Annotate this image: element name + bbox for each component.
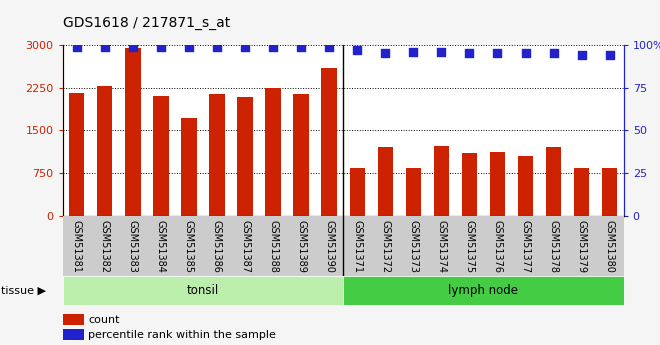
Point	[183, 44, 194, 49]
Text: GSM51389: GSM51389	[296, 220, 306, 273]
Text: GSM51376: GSM51376	[492, 220, 502, 274]
Point	[605, 52, 615, 58]
Bar	[321, 68, 337, 216]
Bar	[182, 118, 197, 216]
Point	[268, 44, 279, 49]
Text: count: count	[88, 315, 119, 325]
Bar	[125, 48, 141, 216]
Text: GSM51372: GSM51372	[380, 220, 390, 274]
Point	[127, 44, 138, 49]
Point	[520, 51, 531, 56]
Text: percentile rank within the sample: percentile rank within the sample	[88, 329, 276, 339]
Point	[71, 44, 82, 49]
Bar	[294, 95, 309, 216]
Text: GSM51371: GSM51371	[352, 220, 362, 274]
Bar	[546, 147, 561, 216]
Bar	[462, 153, 477, 216]
Point	[492, 51, 503, 56]
Point	[324, 44, 335, 49]
Bar	[434, 146, 449, 216]
Point	[380, 51, 391, 56]
Text: tissue ▶: tissue ▶	[1, 286, 46, 296]
Text: GSM51380: GSM51380	[605, 220, 614, 273]
Bar	[63, 329, 84, 340]
Text: GSM51384: GSM51384	[156, 220, 166, 273]
Text: GSM51385: GSM51385	[184, 220, 194, 274]
Point	[548, 51, 559, 56]
Bar	[63, 314, 84, 325]
Point	[352, 47, 362, 53]
Bar	[69, 93, 84, 216]
Bar	[209, 95, 224, 216]
Text: GSM51383: GSM51383	[128, 220, 138, 273]
Bar	[97, 86, 112, 216]
Point	[464, 51, 475, 56]
Point	[100, 44, 110, 49]
Text: GSM51378: GSM51378	[548, 220, 558, 274]
Point	[156, 44, 166, 49]
Bar	[406, 168, 421, 216]
Bar	[378, 147, 393, 216]
Bar	[602, 168, 617, 216]
Point	[436, 49, 447, 55]
Point	[240, 44, 250, 49]
Text: GSM51386: GSM51386	[212, 220, 222, 273]
Bar	[238, 97, 253, 216]
Point	[212, 44, 222, 49]
Bar	[490, 152, 505, 216]
Bar	[350, 168, 365, 216]
Bar	[574, 168, 589, 216]
Bar	[343, 276, 624, 305]
Bar	[518, 156, 533, 216]
Text: GSM51382: GSM51382	[100, 220, 110, 274]
Text: GSM51379: GSM51379	[577, 220, 587, 274]
Text: GSM51381: GSM51381	[72, 220, 82, 273]
Text: lymph node: lymph node	[448, 284, 519, 297]
Text: GSM51374: GSM51374	[436, 220, 446, 274]
Bar	[153, 96, 168, 216]
Bar	[265, 88, 280, 216]
Point	[296, 44, 306, 49]
Text: GSM51375: GSM51375	[465, 220, 475, 274]
Point	[408, 49, 418, 55]
Bar	[63, 276, 343, 305]
Text: GSM51377: GSM51377	[521, 220, 531, 274]
Text: GSM51390: GSM51390	[324, 220, 334, 273]
Text: GDS1618 / 217871_s_at: GDS1618 / 217871_s_at	[63, 16, 230, 30]
Text: GSM51387: GSM51387	[240, 220, 250, 274]
Text: GSM51373: GSM51373	[409, 220, 418, 274]
Text: GSM51388: GSM51388	[268, 220, 278, 273]
Point	[576, 52, 587, 58]
Text: tonsil: tonsil	[187, 284, 219, 297]
